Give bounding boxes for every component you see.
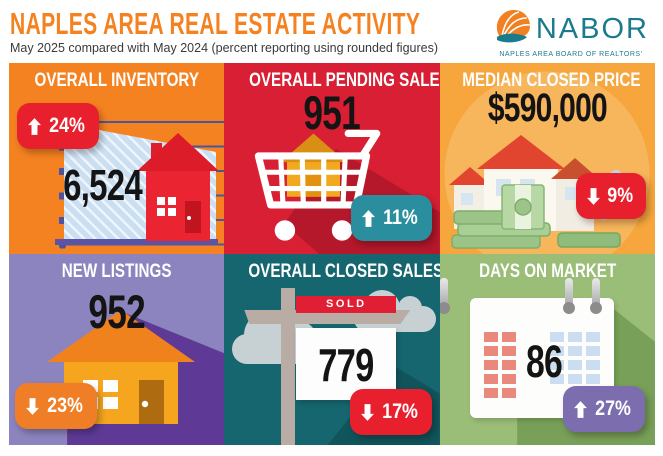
change-value: 24% xyxy=(49,114,85,137)
change-value: 23% xyxy=(47,394,83,417)
change-badge: 27% xyxy=(562,386,645,432)
change-value: 27% xyxy=(595,397,631,420)
trend-arrow-icon xyxy=(573,400,587,418)
page-title: NAPLES AREA REAL ESTATE ACTIVITY xyxy=(10,6,421,41)
change-badge: 17% xyxy=(349,389,432,435)
change-badge: 11% xyxy=(350,195,432,241)
change-value: 17% xyxy=(381,400,418,423)
tile-days-on-market: DAYS ON MARKET 86 27% xyxy=(439,254,655,445)
stat-label: OVERALL CLOSED SALES xyxy=(248,261,440,282)
trend-arrow-icon xyxy=(26,397,39,415)
change-value: 9% xyxy=(606,184,633,207)
stat-tiles-grid: OVERALL INVENTORY 6,524 24% xyxy=(9,63,655,445)
tile-median-closed-price: MEDIAN CLOSED PRICE xyxy=(439,63,655,254)
nabor-wordmark: NABOR xyxy=(535,13,649,45)
calendar-days-blue xyxy=(549,332,600,384)
stat-value: 951 xyxy=(303,86,361,139)
tile-overall-closed-sales: OVERALL CLOSED SALES SOLD 779 17% xyxy=(224,254,440,445)
tile-new-listings: NEW LISTINGS 952 23% xyxy=(9,254,225,445)
sold-sign: SOLD xyxy=(296,296,397,313)
calendar-ring xyxy=(562,278,575,314)
change-value: 11% xyxy=(382,206,418,229)
tile-overall-inventory: OVERALL INVENTORY 6,524 24% xyxy=(9,63,225,254)
trend-arrow-icon xyxy=(361,209,375,227)
change-badge: 9% xyxy=(575,173,646,219)
stat-value: 952 xyxy=(88,285,145,338)
stat-label: DAYS ON MARKET xyxy=(478,261,616,282)
nabor-shell-icon xyxy=(493,9,533,50)
stat-value: $590,000 xyxy=(487,86,608,130)
sign-post xyxy=(281,288,296,445)
stat-value: 6,524 xyxy=(63,161,144,210)
house-icon xyxy=(137,133,220,245)
stat-label: NEW LISTINGS xyxy=(61,261,172,282)
sign-crossbar xyxy=(244,310,411,324)
calendar-ring xyxy=(439,278,450,314)
chart-baseline xyxy=(55,239,218,245)
trend-arrow-icon xyxy=(586,187,600,205)
page-subtitle: May 2025 compared with May 2024 (percent… xyxy=(10,41,439,55)
stat-label: MEDIAN CLOSED PRICE xyxy=(461,70,641,91)
house-with-money-illustration xyxy=(448,127,628,251)
change-badge: 23% xyxy=(15,383,98,429)
calendar-ring xyxy=(589,278,602,314)
trend-arrow-icon xyxy=(360,403,374,421)
sign-board xyxy=(296,328,397,400)
tile-overall-pending-sales: OVERALL PENDING SALES 951 11% xyxy=(224,63,440,254)
nabor-logo: NABOR NAPLES AREA BOARD OF REALTORS' xyxy=(493,9,649,58)
shopping-cart-icon xyxy=(240,121,388,249)
stat-label: OVERALL INVENTORY xyxy=(34,70,199,91)
stat-value: 779 xyxy=(318,339,375,391)
stat-value: 86 xyxy=(525,336,563,387)
calendar-days-red xyxy=(483,332,516,398)
nabor-tagline: NAPLES AREA BOARD OF REALTORS' xyxy=(499,51,643,58)
stat-label: OVERALL PENDING SALES xyxy=(249,70,440,91)
change-badge: 24% xyxy=(17,103,100,149)
trend-arrow-icon xyxy=(28,117,41,135)
